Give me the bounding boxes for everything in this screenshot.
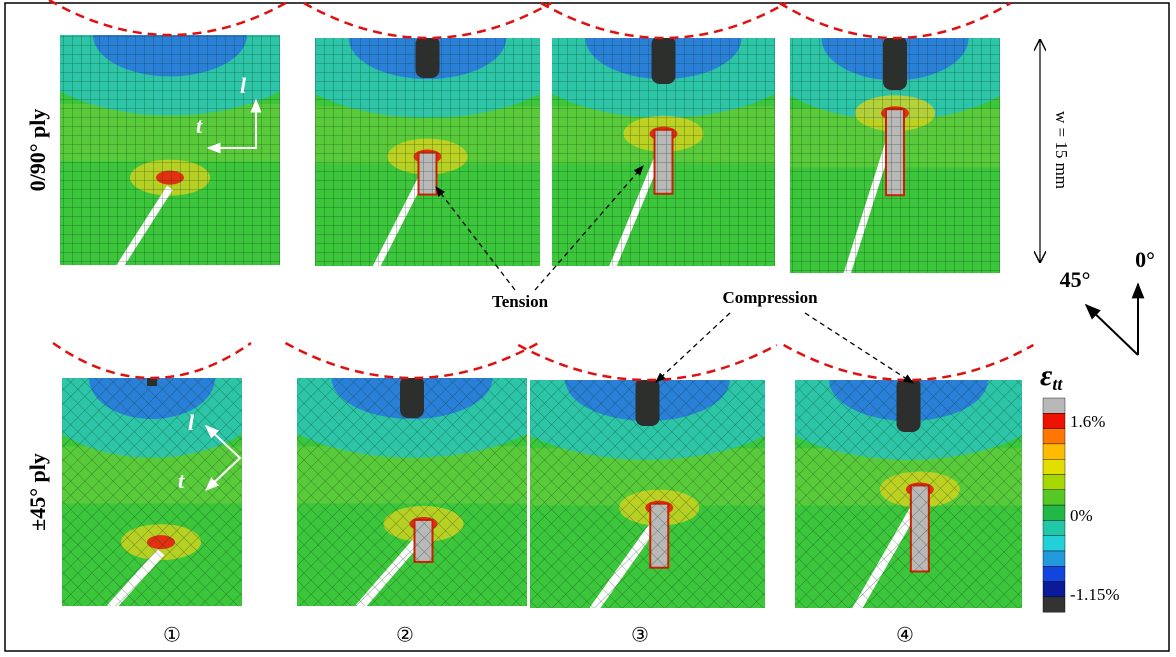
impactor-outline <box>303 1 552 40</box>
contour-panel <box>790 38 1000 273</box>
axis-label: l <box>240 73 247 98</box>
impactor-outline <box>778 1 1012 40</box>
panel-label: ④ <box>896 623 914 647</box>
colorbar-swatch <box>1042 474 1066 491</box>
arrow <box>804 312 914 384</box>
direction-arrow <box>1084 303 1139 356</box>
legend-title: εtt <box>1040 359 1063 394</box>
contour-panel <box>297 378 527 606</box>
colorbar <box>1042 397 1066 613</box>
contour-panel <box>795 380 1022 608</box>
panel-label: ③ <box>631 623 649 647</box>
colorbar-swatch <box>1042 550 1066 567</box>
mesh <box>552 38 775 266</box>
local-axes: l t l t <box>178 73 262 493</box>
impactor-outline <box>540 1 787 40</box>
contour-panel <box>552 38 775 266</box>
colorbar-swatch <box>1042 413 1066 429</box>
impactor-outline <box>284 341 540 380</box>
colorbar-swatch <box>1042 535 1066 552</box>
colorbar-swatch <box>1042 581 1066 598</box>
row-label: ±45° ply <box>25 453 50 531</box>
axis-label: t <box>196 113 203 138</box>
impactor-outline <box>48 0 292 37</box>
callouts <box>435 165 914 384</box>
colorbar-swatch <box>1042 520 1066 536</box>
arrow <box>655 312 731 383</box>
arrow <box>435 186 516 291</box>
colorbar-swatch <box>1042 397 1066 414</box>
colorbar-swatch <box>1042 443 1066 460</box>
row-label: 0/90° ply <box>25 109 50 192</box>
colorbar-swatch <box>1042 489 1066 506</box>
impactor-outline <box>52 341 252 380</box>
axis-arrow <box>206 98 262 154</box>
colorbar-swatch <box>1042 596 1066 613</box>
impactor-outline <box>517 343 778 382</box>
colorbar-swatch <box>1042 504 1066 521</box>
axis-label: t <box>178 468 185 493</box>
annotation: 0° <box>1135 247 1155 272</box>
legend-title: ε <box>1040 359 1053 392</box>
contour-panel <box>62 378 242 606</box>
legend-tick: 1.6% <box>1070 412 1105 431</box>
mesh <box>60 35 280 265</box>
legend-tick: 0% <box>1070 506 1093 525</box>
impactor-outline <box>783 343 1034 382</box>
contour-panel <box>315 38 540 266</box>
colorbar-swatch <box>1042 459 1066 475</box>
colorbar-swatch <box>1042 566 1066 582</box>
mesh <box>795 380 1022 608</box>
colorbar-swatch <box>1042 428 1066 445</box>
panel-label: ② <box>396 623 414 647</box>
panel-label: ① <box>163 623 181 647</box>
mesh <box>315 38 540 266</box>
annotation: w = 15 mm <box>1052 111 1071 189</box>
axis-label: l <box>188 410 195 435</box>
axis-arrow <box>204 425 242 491</box>
contour-panel <box>530 380 765 608</box>
contour-panel <box>60 35 280 265</box>
legend-tick: -1.15% <box>1070 585 1120 604</box>
panels <box>48 0 1034 608</box>
mesh <box>790 38 1000 273</box>
annotation: Tension <box>492 292 549 311</box>
annotation: 45° <box>1060 267 1091 292</box>
frame <box>4 2 1170 652</box>
annotation: Compression <box>722 288 818 307</box>
mesh <box>530 380 765 608</box>
mesh <box>297 378 527 606</box>
mesh <box>62 378 242 606</box>
legend-title-sub: tt <box>1052 374 1063 394</box>
arrow <box>534 165 644 291</box>
